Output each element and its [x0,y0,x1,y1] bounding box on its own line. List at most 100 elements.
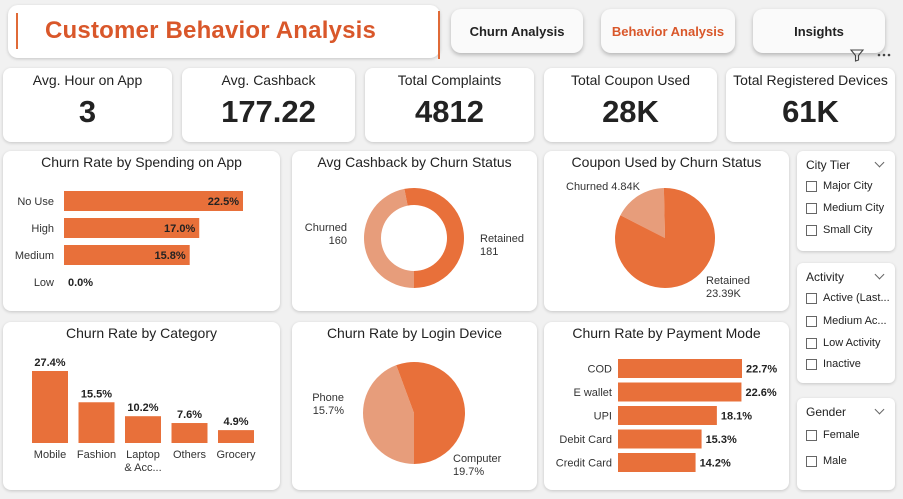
category-label: Medium [15,250,54,262]
kpi-avg-cashback: Avg. Cashback 177.22 [182,68,355,142]
category-label: No Use [17,196,54,208]
slicer-option-male[interactable]: Male [806,455,892,467]
gender-slicer: Gender Female Male [797,398,895,490]
data-label: 10.2% [127,402,158,414]
slicer-title: Gender [806,405,847,419]
category-chart-card: Churn Rate by Category 27.4% Mobile 15.5% F… [3,322,280,490]
kpi-value: 177.22 [221,94,316,129]
chart-title: Churn Rate by Category [66,325,217,341]
data-label: 15.7% [313,405,344,417]
option-label: Medium Ac... [823,315,887,327]
more-options-icon[interactable] [876,47,892,63]
slicer-option-low-activity[interactable]: Low Activity [806,337,892,349]
title-divider [438,11,440,59]
checkbox[interactable] [806,337,817,349]
pie-slice [404,188,464,288]
slicer-option-medium-activity[interactable]: Medium Ac... [806,315,892,327]
bar [618,453,696,472]
bar [64,191,243,211]
data-label: 15.5% [81,388,112,400]
data-label: 19.7% [453,466,484,478]
kpi-label: Total Complaints [397,72,502,88]
kpi-total-registered-devices: Total Registered Devices 61K [726,68,895,142]
insights-button[interactable]: Insights [753,9,885,53]
chevron-down-icon[interactable] [874,157,885,168]
slicer-option-active[interactable]: Active (Last... [806,292,892,304]
login-chart-card: Churn Rate by Login Device Phone 15.7% Com… [292,322,537,490]
category-label: Grocery [216,449,256,461]
kpi-avg-hour-on-app: Avg. Hour on App 3 [3,68,172,142]
checkbox[interactable] [806,202,817,214]
title-card: Customer Behavior Analysis [8,5,440,59]
option-label: Male [823,455,847,467]
category-label: Computer [453,453,502,465]
checkbox[interactable] [806,358,817,370]
bar [171,423,208,443]
kpi-value: 4812 [415,94,484,129]
checkbox[interactable] [806,455,817,467]
behavior-analysis-button[interactable]: Behavior Analysis [601,9,735,53]
option-label: Low Activity [823,337,881,349]
pie-slice [396,362,465,464]
churn-analysis-button[interactable]: Churn Analysis [451,9,583,53]
chart-title: Churn Rate by Spending on App [41,154,242,170]
bar [64,245,190,265]
category-chart: 27.4% Mobile 15.5% Fashion 10.2% Laptop& Acc.… [32,357,256,474]
payment-chart-card: Churn Rate by Payment Mode COD 22.7% E wal… [544,322,789,490]
data-label: 27.4% [34,357,65,369]
checkbox[interactable] [806,180,817,192]
pie-slice [615,188,715,288]
data-label: 17.0% [164,223,195,235]
bar [78,402,115,443]
slicer-option-inactive[interactable]: Inactive [806,358,892,370]
category-label: Laptop [126,449,160,461]
activity-slicer: Activity Active (Last... Medium Ac... Lo… [797,263,895,383]
chevron-down-icon[interactable] [874,269,885,280]
category-label: High [31,223,54,235]
bar [32,371,68,443]
kpi-total-complaints: Total Complaints 4812 [365,68,534,142]
visual-toolbar [843,44,898,66]
chevron-down-icon[interactable] [874,404,885,415]
slicer-option-small-city[interactable]: Small City [806,224,892,236]
kpi-value: 3 [78,94,97,129]
slicer-option-female[interactable]: Female [806,429,892,441]
option-label: Inactive [823,358,861,370]
category-label: Others [173,449,207,461]
bar [218,430,254,443]
filter-icon[interactable] [849,47,865,63]
kpi-value: 61K [782,94,839,129]
bar [618,382,742,402]
data-label: 22.6% [745,387,776,399]
data-label: 23.39K [706,288,742,300]
checkbox[interactable] [806,224,817,236]
payment-chart: COD 22.7% E wallet 22.6% UPI 18.1% Debit Card 1… [556,359,777,472]
category-label: Credit Card [556,458,612,470]
kpi-value: 28K [602,94,659,129]
slicer-title: City Tier [806,158,851,172]
pie-slice [620,188,665,238]
slicer-option-major-city[interactable]: Major City [806,180,892,192]
checkbox[interactable] [806,315,817,327]
city-tier-slicer: City Tier Major City Medium City Small C… [797,151,895,251]
slicer-title: Activity [806,270,845,284]
kpi-label: Avg. Cashback [221,72,316,88]
kpi-label: Total Registered Devices [733,72,888,88]
data-label: 14.2% [700,458,731,470]
option-label: Medium City [823,202,885,214]
category-label: Debit Card [559,434,612,446]
bar [618,359,742,378]
coupon-chart-card: Coupon Used by Churn Status Churned 4.84… [544,151,789,311]
category-label: E wallet [573,387,612,399]
slicer-option-medium-city[interactable]: Medium City [806,202,892,214]
option-label: Active (Last... [823,292,890,304]
checkbox[interactable] [806,429,817,441]
checkbox[interactable] [806,292,817,304]
data-label: 22.7% [746,364,777,376]
chart-title: Avg Cashback by Churn Status [317,154,512,170]
data-label: 22.5% [208,196,239,208]
data-label: 15.3% [706,434,737,446]
category-label: Churned [305,222,347,234]
